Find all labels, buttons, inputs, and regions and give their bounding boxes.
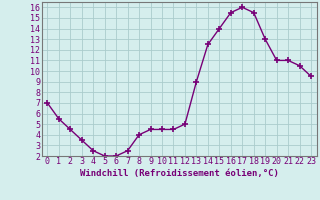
- X-axis label: Windchill (Refroidissement éolien,°C): Windchill (Refroidissement éolien,°C): [80, 169, 279, 178]
